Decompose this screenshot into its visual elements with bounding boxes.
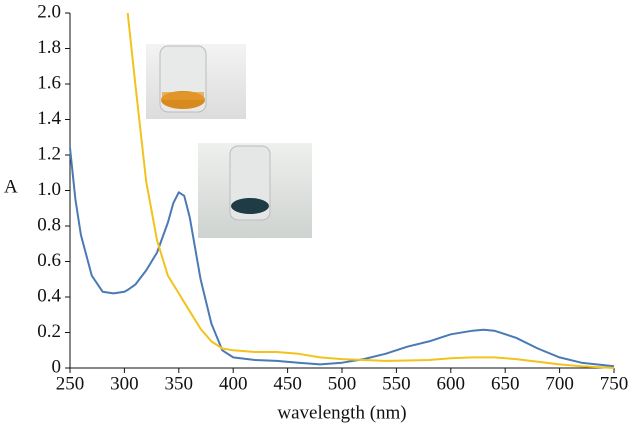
x-tick-label: 650	[491, 373, 520, 394]
x-tick-label: 550	[382, 373, 411, 394]
y-tick-label: 0.4	[37, 285, 61, 306]
photo-dark-vial	[198, 143, 312, 238]
y-tick-label: 1.4	[37, 108, 61, 129]
y-tick-label: 1.2	[37, 143, 61, 164]
y-tick-label: 1.6	[37, 72, 61, 93]
y-tick-label: 0.2	[37, 321, 61, 342]
x-tick-label: 500	[328, 373, 357, 394]
y-tick-label: 0	[52, 356, 62, 377]
x-tick-label: 350	[165, 373, 194, 394]
y-tick-label: 1.0	[37, 179, 61, 200]
photo-orange-vial	[146, 44, 246, 119]
y-axis-label: A	[4, 176, 18, 197]
x-tick-label: 450	[273, 373, 302, 394]
y-tick-label: 0.6	[37, 250, 61, 271]
x-tick-label: 750	[600, 373, 629, 394]
y-tick-label: 2.0	[37, 1, 61, 22]
y-tick-label: 1.8	[37, 37, 61, 58]
x-tick-label: 700	[545, 373, 574, 394]
x-tick-label: 300	[110, 373, 139, 394]
spectrum-line	[69, 147, 615, 368]
y-tick-label: 0.8	[37, 214, 61, 235]
x-tick-label: 250	[56, 373, 85, 394]
x-tick-label: 600	[437, 373, 466, 394]
spectrum-line	[126, 12, 615, 369]
x-axis-label: wavelength (nm)	[277, 402, 406, 423]
x-tick-label: 400	[219, 373, 248, 394]
